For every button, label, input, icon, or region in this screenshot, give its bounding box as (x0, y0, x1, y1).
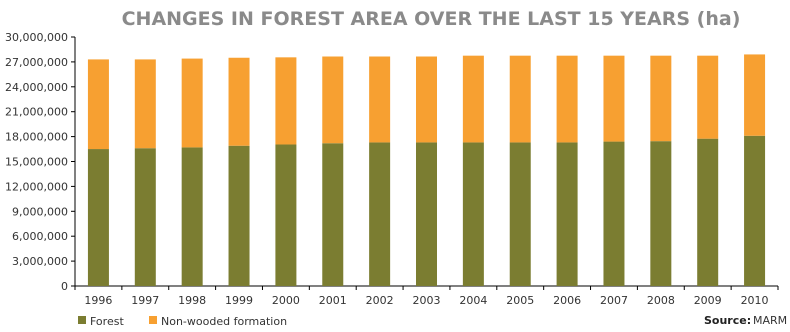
bar-non-wooded (509, 55, 531, 143)
chart-title: CHANGES IN FOREST AREA OVER THE LAST 15 … (122, 8, 741, 30)
bar-forest (322, 143, 344, 286)
x-tick-label: 2000 (272, 294, 300, 307)
bar-forest (275, 144, 297, 286)
bar-non-wooded (134, 59, 156, 149)
x-tick-label: 2001 (319, 294, 347, 307)
y-tick-label: 9,000,000 (12, 205, 68, 218)
bar-group (87, 54, 766, 286)
legend-swatch-non-wooded (149, 316, 157, 324)
y-tick-label: 21,000,000 (5, 106, 68, 119)
bar-non-wooded (275, 57, 297, 145)
bar-non-wooded (181, 58, 203, 148)
x-tick-label: 2005 (506, 294, 534, 307)
bar-non-wooded (744, 54, 766, 136)
y-tick-label: 27,000,000 (5, 56, 68, 69)
bar-forest (603, 141, 625, 286)
y-tick-label: 30,000,000 (5, 31, 68, 44)
x-tick-label: 2007 (600, 294, 628, 307)
bar-forest (744, 135, 766, 286)
bar-forest (556, 142, 578, 286)
bar-non-wooded (416, 56, 437, 143)
bar-forest (509, 142, 531, 286)
y-tick-label: 6,000,000 (12, 230, 68, 243)
y-tick-label: 3,000,000 (12, 255, 68, 268)
y-tick-label: 12,000,000 (5, 180, 68, 193)
legend-label-forest: Forest (90, 315, 124, 328)
x-tick-label: 1999 (225, 294, 253, 307)
source-text: MARM (753, 314, 787, 327)
x-tick-label: 2004 (459, 294, 487, 307)
bar-non-wooded (369, 56, 391, 143)
bar-forest (181, 147, 203, 286)
x-axis-ticks: 1996 1997 1998 1999 2000 2001 2002 2003 2004 2005… (74, 286, 779, 307)
legend-label-non-wooded: Non-wooded formation (161, 315, 287, 328)
bar-forest (462, 142, 484, 286)
bar-non-wooded (87, 59, 109, 150)
x-tick-label: 2010 (741, 294, 769, 307)
legend: Forest Non-wooded formation (78, 315, 287, 328)
bar-non-wooded (697, 55, 719, 139)
y-tick-label: 24,000,000 (5, 81, 68, 94)
bar-non-wooded (462, 55, 484, 143)
source-note: Source: MARM (704, 314, 787, 327)
x-tick-label: 2002 (366, 294, 394, 307)
bar-forest (650, 141, 672, 286)
y-tick-label: 18,000,000 (5, 131, 68, 144)
bar-non-wooded (228, 57, 250, 146)
bar-forest (228, 145, 250, 286)
x-tick-label: 1998 (178, 294, 206, 307)
bar-non-wooded (322, 56, 344, 144)
x-tick-label: 1996 (84, 294, 112, 307)
x-tick-label: 2003 (413, 294, 441, 307)
y-tick-label: 0 (61, 280, 68, 293)
source-label: Source: (704, 314, 751, 327)
x-tick-label: 1997 (131, 294, 159, 307)
bar-non-wooded (556, 55, 578, 143)
bar-forest (416, 142, 437, 286)
x-tick-label: 2008 (647, 294, 675, 307)
x-tick-label: 2009 (694, 294, 722, 307)
bar-non-wooded (603, 55, 625, 142)
bar-non-wooded (650, 55, 672, 142)
y-axis-ticks: 0 3,000,000 6,000,000 9,000,000 12,000,000 15… (5, 31, 75, 293)
bar-forest (697, 138, 719, 286)
x-tick-label: 2006 (553, 294, 581, 307)
bar-forest (134, 148, 156, 286)
bar-forest (87, 149, 109, 286)
bar-forest (369, 142, 391, 286)
y-tick-label: 15,000,000 (5, 156, 68, 169)
legend-swatch-forest (78, 316, 86, 324)
